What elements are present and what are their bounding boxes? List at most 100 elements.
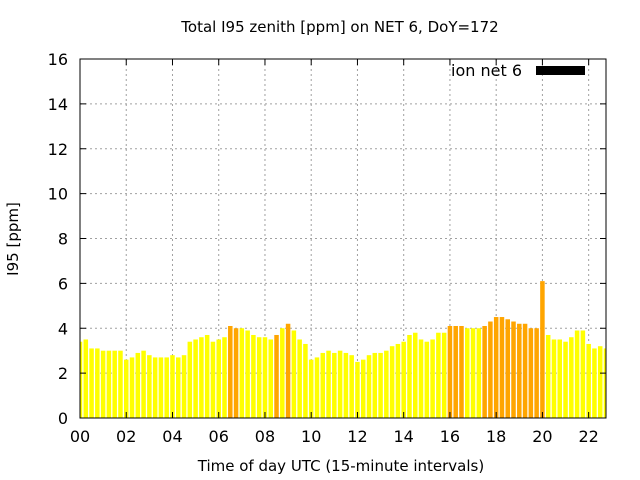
- bar: [563, 341, 568, 418]
- bar: [118, 350, 123, 418]
- bar: [199, 337, 204, 418]
- x-tick-label: 02: [116, 427, 136, 446]
- bar: [372, 352, 378, 418]
- bar: [332, 352, 337, 418]
- bar: [453, 326, 458, 418]
- bar: [176, 357, 181, 418]
- y-tick-label: 6: [58, 274, 68, 293]
- y-tick-label: 14: [48, 95, 68, 114]
- chart-title: Total I95 zenith [ppm] on NET 6, DoY=172: [180, 18, 498, 36]
- bar: [360, 359, 366, 418]
- bar: [268, 339, 274, 418]
- legend-label: ion net 6: [451, 61, 522, 80]
- bar: [152, 357, 158, 418]
- bar: [343, 352, 349, 418]
- x-tick-label: 20: [532, 427, 552, 446]
- bar: [239, 328, 245, 418]
- bar: [147, 355, 152, 418]
- bar: [597, 346, 603, 418]
- bar: [528, 328, 534, 418]
- bar: [170, 355, 175, 418]
- bar: [228, 326, 233, 418]
- bar: [412, 332, 418, 418]
- bar: [488, 321, 493, 418]
- bar: [106, 350, 112, 418]
- bar: [349, 355, 354, 418]
- bar: [89, 348, 94, 418]
- bar: [314, 357, 320, 418]
- x-tick-label: 08: [255, 427, 275, 446]
- bar: [210, 341, 216, 418]
- y-axis-label: I95 [ppm]: [4, 202, 22, 276]
- bar: [193, 339, 198, 418]
- bar: [389, 346, 395, 418]
- bar: [187, 341, 193, 418]
- bar: [303, 343, 308, 418]
- bar: [233, 328, 239, 418]
- bar: [135, 352, 141, 418]
- bar: [569, 337, 574, 418]
- bar: [262, 337, 268, 418]
- bar: [499, 317, 505, 418]
- axis-ticks: [79, 58, 606, 419]
- legend: ion net 6: [451, 61, 585, 80]
- x-tick-label: 14: [394, 427, 414, 446]
- bar: [181, 355, 187, 418]
- bar: [522, 323, 528, 418]
- bar: [112, 350, 117, 418]
- bar: [476, 328, 482, 418]
- bar: [459, 326, 464, 418]
- y-tick-label: 4: [58, 319, 68, 338]
- bar: [378, 352, 383, 418]
- bars: [80, 281, 606, 418]
- bar: [511, 321, 516, 418]
- y-tick-label: 12: [48, 140, 68, 159]
- bar: [280, 328, 285, 418]
- bar: [95, 348, 100, 418]
- bar: [251, 334, 256, 418]
- bar: [540, 281, 545, 418]
- bar: [291, 330, 297, 418]
- x-tick-label: 12: [347, 427, 367, 446]
- bar: [129, 357, 135, 418]
- bar: [355, 361, 360, 418]
- x-tick-label: 00: [70, 427, 90, 446]
- y-tick-label: 2: [58, 364, 68, 383]
- bar: [308, 359, 314, 418]
- x-axis-label: Time of day UTC (15-minute intervals): [197, 457, 484, 475]
- bar: [297, 339, 302, 418]
- x-tick-label: 22: [578, 427, 598, 446]
- bar: [436, 332, 441, 418]
- y-tick-label: 0: [58, 409, 68, 428]
- y-tick-labels: 0 2 4 6 8 10 12 14 16: [48, 50, 68, 428]
- bar: [424, 341, 430, 418]
- bar: [123, 359, 129, 418]
- x-tick-label: 18: [486, 427, 506, 446]
- y-tick-label: 10: [48, 185, 68, 204]
- bar: [545, 334, 551, 418]
- bar: [274, 334, 279, 418]
- bar: [574, 330, 580, 418]
- bar: [204, 334, 210, 418]
- bar: [551, 339, 557, 418]
- y-tick-label: 16: [48, 50, 68, 69]
- bar: [418, 339, 424, 418]
- x-tick-labels: 00 02 04 06 08 10 12 14 16 18 20 22: [70, 427, 599, 446]
- bar: [592, 348, 597, 418]
- bar: [401, 341, 406, 418]
- bar: [580, 330, 586, 418]
- bar: [482, 326, 487, 418]
- bar: [534, 328, 539, 418]
- y-tick-label: 8: [58, 230, 68, 249]
- bar: [465, 328, 470, 418]
- bar: [430, 339, 435, 418]
- bar: [586, 343, 591, 418]
- bar: [256, 337, 262, 418]
- bar: [384, 350, 389, 418]
- bar: [285, 323, 291, 418]
- bar: [141, 350, 146, 418]
- bar: [517, 323, 522, 418]
- bar: [470, 328, 476, 418]
- x-tick-label: 16: [440, 427, 460, 446]
